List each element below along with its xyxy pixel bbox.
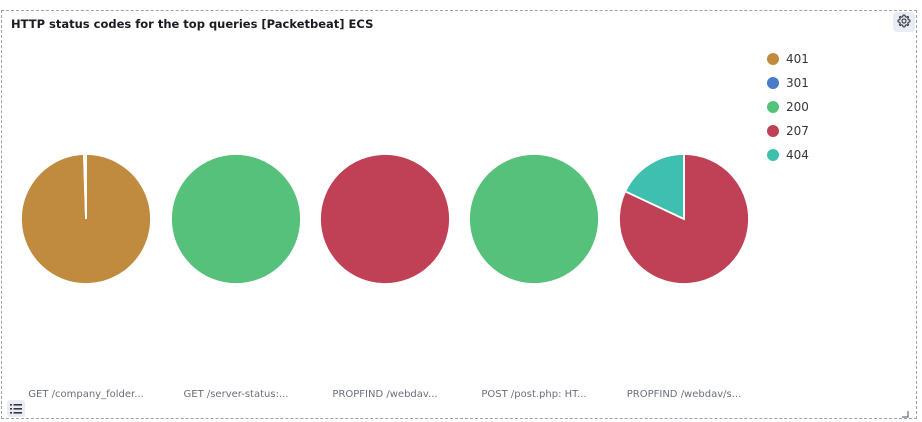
pie-5 <box>618 153 750 285</box>
legend-item-301[interactable]: 301 <box>762 71 809 95</box>
pie-5-label: PROPFIND /webdav/s... <box>627 389 742 400</box>
resize-corner-icon[interactable] <box>901 403 909 418</box>
pie-4-label: POST /post.php: HT... <box>481 389 586 400</box>
pie-3 <box>319 153 451 285</box>
panel-options-button[interactable] <box>893 12 915 32</box>
legend-swatch <box>767 53 779 65</box>
legend-item-200[interactable]: 200 <box>762 95 809 119</box>
legend-label: 401 <box>786 52 809 66</box>
legend-swatch <box>767 149 779 161</box>
legend-swatch <box>767 101 779 113</box>
pie-2 <box>170 153 302 285</box>
legend-label: 200 <box>786 100 809 114</box>
pie-2-label: GET /server-status:... <box>184 389 289 400</box>
legend-label: 207 <box>786 124 809 138</box>
legend-swatch <box>767 125 779 137</box>
pie-2-slice-200[interactable] <box>170 153 302 285</box>
panel-title: HTTP status codes for the top queries [P… <box>11 17 374 31</box>
pie-3-slice-207[interactable] <box>319 153 451 285</box>
pie-chart-area: GET /company_folder... GET /server-status… <box>20 153 750 400</box>
legend-label: 404 <box>786 148 809 162</box>
gear-icon <box>897 13 911 32</box>
pie-1-slice-301[interactable] <box>83 153 87 220</box>
legend-swatch <box>767 77 779 89</box>
pie-1 <box>20 153 152 285</box>
chart-legend: 401 301 200 207 404 <box>762 47 809 167</box>
pie-5-slice-404[interactable] <box>623 153 685 221</box>
legend-item-207[interactable]: 207 <box>762 119 809 143</box>
legend-item-401[interactable]: 401 <box>762 47 809 71</box>
list-icon <box>10 399 22 418</box>
visualization-panel: HTTP status codes for the top queries [P… <box>1 10 917 419</box>
legend-toggle-button[interactable] <box>7 400 25 417</box>
pie-4 <box>468 153 600 285</box>
pie-1-label: GET /company_folder... <box>28 389 143 400</box>
pie-3-label: PROPFIND /webdav... <box>332 389 437 400</box>
pie-4-slice-200[interactable] <box>468 153 600 285</box>
legend-label: 301 <box>786 76 809 90</box>
legend-item-404[interactable]: 404 <box>762 143 809 167</box>
